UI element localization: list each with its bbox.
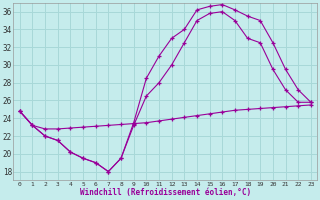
X-axis label: Windchill (Refroidissement éolien,°C): Windchill (Refroidissement éolien,°C) bbox=[80, 188, 251, 197]
